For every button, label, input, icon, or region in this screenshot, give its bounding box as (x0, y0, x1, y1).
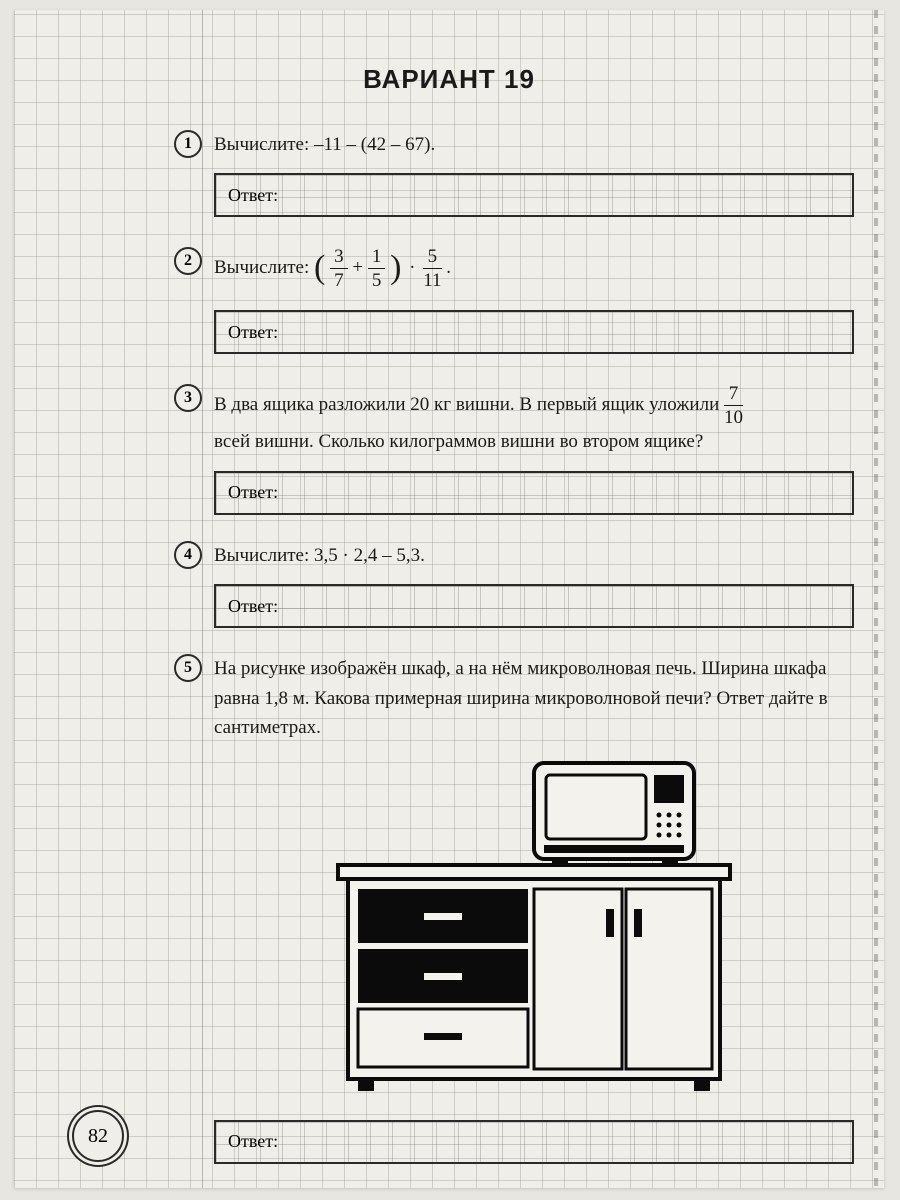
cabinet-icon (338, 865, 730, 1091)
worksheet-page: ВАРИАНТ 19 1 Вычислите: –11 – (42 – 67).… (14, 10, 884, 1188)
task-3-frac: 7 10 (724, 384, 743, 427)
frac2-num: 1 (368, 247, 386, 269)
frac1-den: 7 (330, 269, 348, 290)
answer-label: Ответ: (216, 1131, 278, 1152)
answer-label: Ответ: (216, 596, 278, 617)
task-4-prompt: Вычислите: 3,5 · 2,4 – 5,3. (214, 541, 864, 570)
task-2-frac3: 5 11 (423, 247, 441, 290)
task-1: 1 Вычислите: –11 – (42 – 67). Ответ: (214, 130, 864, 217)
task-2-frac2: 1 5 (368, 247, 386, 290)
answer-label: Ответ: (216, 185, 278, 206)
answer-label: Ответ: (216, 482, 278, 503)
task-2-frac1: 3 7 (330, 247, 348, 290)
task-1-expr: –11 – (42 – 67). (314, 134, 435, 155)
task-5-prompt: На рисунке изображён шкаф, а на нём микр… (214, 654, 864, 742)
task-2-prompt: Вычислите: ( 3 7 + 1 5 ) · 5 11 . (214, 247, 864, 290)
frac1-num: 3 (330, 247, 348, 269)
illustration-svg (334, 757, 734, 1097)
task-1-answer-box[interactable]: Ответ: (214, 173, 854, 217)
task-3-prompt: В два ящика разложили 20 кг вишни. В пер… (214, 384, 864, 456)
plus: + (352, 257, 367, 278)
t3-frac-num: 7 (724, 384, 743, 406)
mult: · (406, 257, 423, 278)
page-title: ВАРИАНТ 19 (14, 64, 884, 95)
task-1-number: 1 (174, 130, 202, 158)
t3-frac-den: 10 (724, 406, 743, 427)
task-4: 4 Вычислите: 3,5 · 2,4 – 5,3. Ответ: (214, 541, 864, 628)
task-2-prefix: Вычислите: (214, 257, 314, 278)
rparen-icon: ) (390, 249, 401, 286)
page-number-badge: 82 (72, 1110, 124, 1162)
frac3-num: 5 (423, 247, 441, 269)
task-4-expr: 3,5 · 2,4 – 5,3. (314, 545, 425, 566)
answer-label: Ответ: (216, 322, 278, 343)
frac3-den: 11 (423, 269, 441, 290)
task-4-number: 4 (174, 541, 202, 569)
left-margin-line (202, 10, 203, 1188)
task-3-answer-box[interactable]: Ответ: (214, 471, 854, 515)
frac2-den: 5 (368, 269, 386, 290)
task-3-line1: В два ящика разложили 20 кг вишни. В пер… (214, 394, 724, 415)
task-1-prompt: Вычислите: –11 – (42 – 67). (214, 130, 864, 159)
task-3-line2: всей вишни. Сколько килограммов вишни во… (214, 431, 703, 452)
right-perforation (874, 10, 878, 1188)
task-2-tail: . (446, 257, 451, 278)
task-5-answer-box[interactable]: Ответ: (214, 1120, 854, 1164)
task-4-prefix: Вычислите: (214, 545, 314, 566)
cabinet-microwave-illustration (334, 757, 734, 1102)
lparen-icon: ( (314, 249, 325, 286)
task-5: 5 На рисунке изображён шкаф, а на нём ми… (214, 654, 864, 1163)
microwave-icon (534, 763, 694, 865)
task-3: 3 В два ящика разложили 20 кг вишни. В п… (214, 384, 864, 514)
task-1-prefix: Вычислите: (214, 134, 314, 155)
task-2-answer-box[interactable]: Ответ: (214, 310, 854, 354)
task-4-answer-box[interactable]: Ответ: (214, 584, 854, 628)
task-2: 2 Вычислите: ( 3 7 + 1 5 ) · 5 11 (214, 247, 864, 354)
content-area: 1 Вычислите: –11 – (42 – 67). Ответ: 2 В… (214, 130, 864, 1188)
